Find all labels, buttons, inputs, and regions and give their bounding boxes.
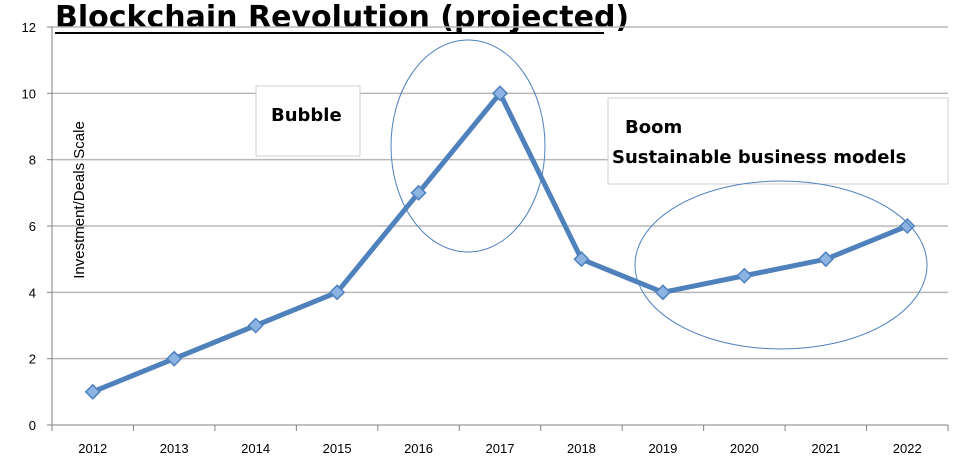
y-tick-label: 0 xyxy=(29,418,36,433)
x-tick-label: 2022 xyxy=(893,441,922,456)
x-tick-label: 2017 xyxy=(486,441,515,456)
data-point-marker xyxy=(654,284,671,301)
x-tick-label: 2013 xyxy=(160,441,189,456)
boom-highlight-ellipse xyxy=(634,180,928,350)
chart-title: Blockchain Revolution (projected) xyxy=(55,0,629,35)
x-tick-label: 2019 xyxy=(648,441,677,456)
x-tick-labels: 2012 2013 2014 2015 2016 2017 2018 2019 2020 2021… xyxy=(78,441,921,456)
y-tick-label: 12 xyxy=(22,20,36,35)
y-tick-label: 6 xyxy=(29,219,36,234)
data-point-marker xyxy=(329,284,346,301)
data-point-marker xyxy=(817,251,834,268)
y-axis-label: Investment/Deals Scale xyxy=(71,121,88,279)
bubble-highlight-ellipse xyxy=(390,39,546,253)
data-point-marker xyxy=(166,350,183,367)
y-tick-label: 10 xyxy=(22,86,36,101)
x-tick-label: 2015 xyxy=(323,441,352,456)
gridlines xyxy=(52,26,948,360)
annotation-sustainable: Sustainable business models xyxy=(612,147,906,168)
annotation-boom: Boom xyxy=(625,117,682,138)
x-tick-label: 2016 xyxy=(404,441,433,456)
data-point-marker xyxy=(84,383,101,400)
y-tick-label: 4 xyxy=(29,285,36,300)
data-point-marker xyxy=(899,217,916,235)
y-tick-labels: 0 2 4 6 8 10 12 xyxy=(22,20,36,433)
bubble-callout-box xyxy=(255,85,361,157)
boom-callout-box xyxy=(607,97,949,185)
x-tick-label: 2020 xyxy=(730,441,759,456)
x-tick-label: 2014 xyxy=(241,441,270,456)
y-tick-label: 8 xyxy=(29,153,36,168)
data-point-marker xyxy=(573,251,590,268)
data-point-marker xyxy=(736,267,753,284)
x-tick-label: 2018 xyxy=(567,441,596,456)
x-tick-label: 2021 xyxy=(811,441,840,456)
annotation-bubble: Bubble xyxy=(271,105,342,126)
x-tick-label: 2012 xyxy=(78,441,107,456)
data-point-marker xyxy=(247,317,264,334)
data-point-marker xyxy=(410,184,427,201)
data-point-marker xyxy=(491,85,509,102)
series-markers xyxy=(84,85,916,400)
axes xyxy=(47,26,949,431)
y-tick-label: 2 xyxy=(29,352,36,367)
